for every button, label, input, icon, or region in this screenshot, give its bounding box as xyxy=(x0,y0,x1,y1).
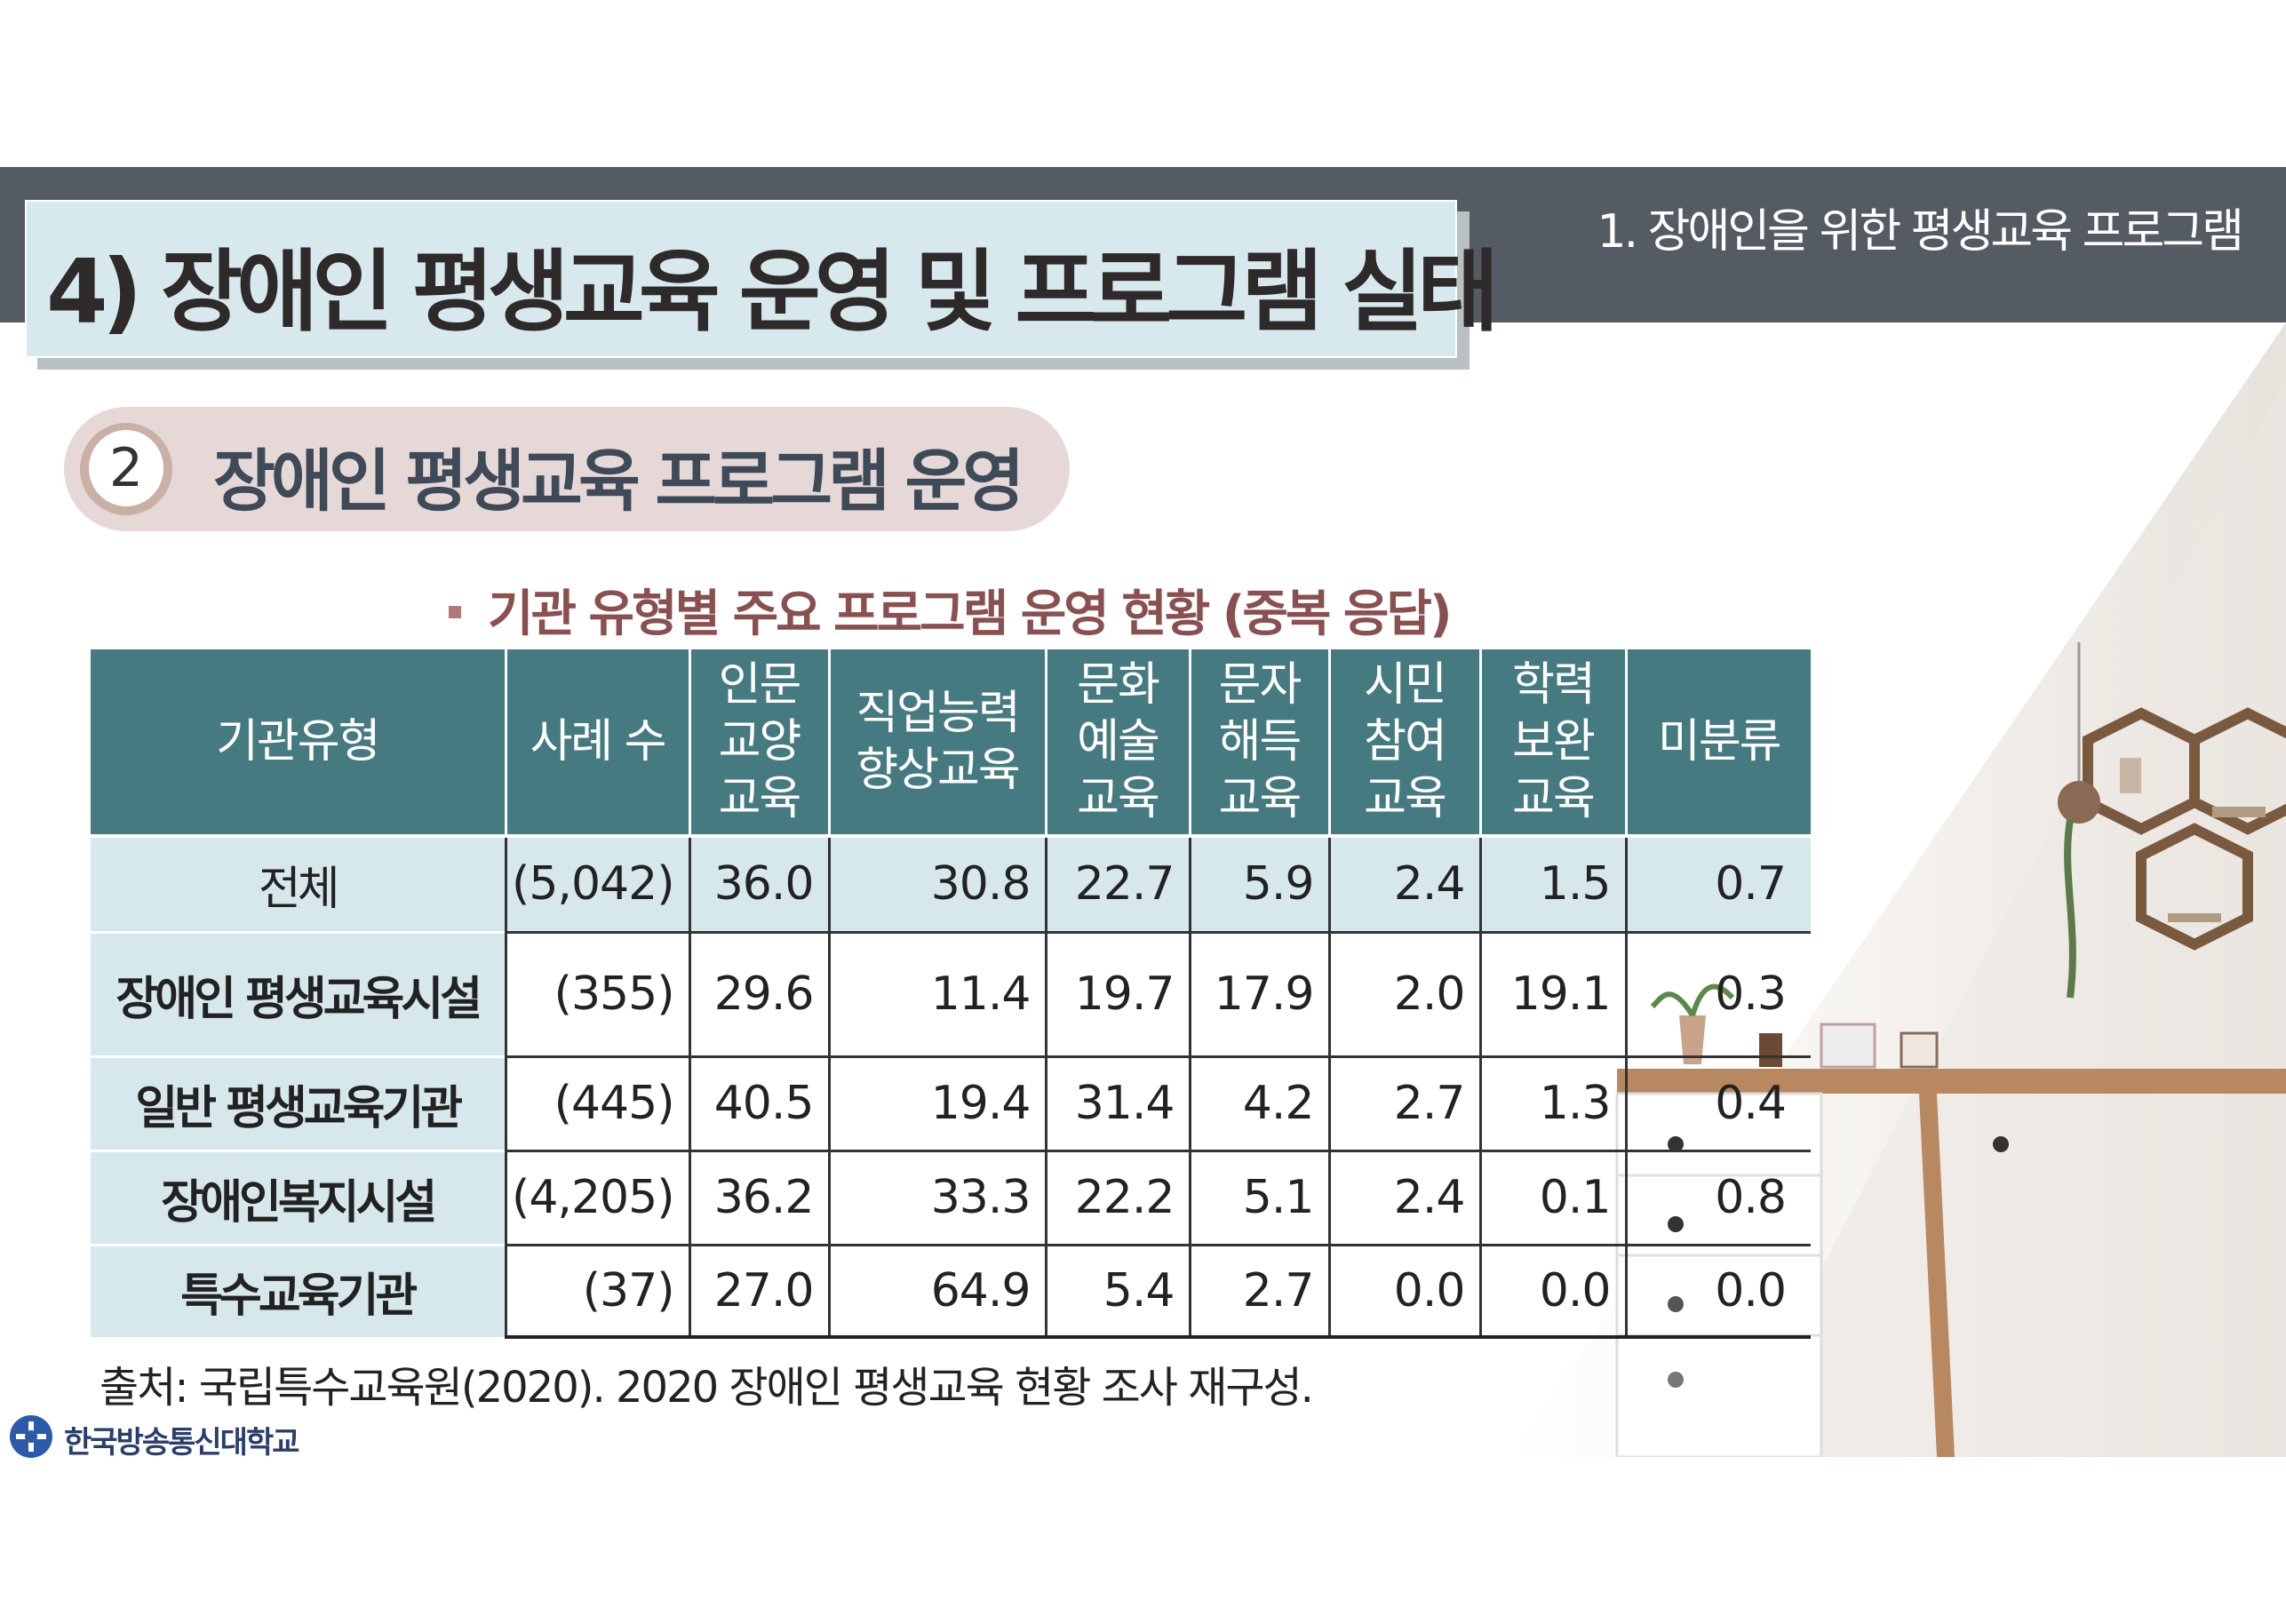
table-row: 장애인 평생교육시설 (355) 29.6 11.4 19.7 17.9 2.0… xyxy=(91,930,1811,1056)
col-header-line: 교양 xyxy=(718,715,802,768)
table-cell: 36.2 xyxy=(689,1149,831,1245)
table-cell: (37) xyxy=(506,1243,691,1339)
subheading-number: 2 xyxy=(89,430,163,506)
col-header-line: 직업능력 xyxy=(856,687,1020,740)
col-header-line: 교육 xyxy=(1364,772,1447,825)
table-cell: 30.8 xyxy=(829,834,1047,932)
col-header-line: 학력 xyxy=(1512,658,1596,712)
col-header-line: 미분류 xyxy=(1657,715,1782,768)
table-cell: (355) xyxy=(506,930,691,1056)
table-cell: 19.1 xyxy=(1480,930,1628,1056)
col-header: 학력 보완 교육 xyxy=(1480,649,1628,836)
col-header-line: 교육 xyxy=(1218,772,1302,825)
table-cell: (4,205) xyxy=(506,1149,691,1245)
col-header-line: 향상교육 xyxy=(856,744,1020,797)
table-cell: 11.4 xyxy=(829,930,1047,1056)
table-row: 일반 평생교육기관 (445) 40.5 19.4 31.4 4.2 2.7 1… xyxy=(91,1055,1811,1150)
table-cell: 4.2 xyxy=(1190,1055,1331,1150)
table-row: 특수교육기관 (37) 27.0 64.9 5.4 2.7 0.0 0.0 0.… xyxy=(91,1243,1811,1339)
col-header: 사례 수 xyxy=(506,649,691,836)
table-cell: 5.4 xyxy=(1046,1243,1191,1339)
col-header: 인문 교양 교육 xyxy=(689,649,831,836)
col-header-line: 문자 xyxy=(1218,658,1302,712)
table-cell: 64.9 xyxy=(829,1243,1047,1339)
table-cell: 33.3 xyxy=(829,1149,1047,1245)
section-label: 1. 장애인을 위한 평생교육 프로그램 xyxy=(1597,205,2244,259)
table-cell: 19.7 xyxy=(1046,930,1191,1056)
table-cell: 2.7 xyxy=(1190,1243,1331,1339)
bullet-icon xyxy=(449,605,461,618)
table-cell: (5,042) xyxy=(506,834,691,932)
row-header: 특수교육기관 xyxy=(91,1243,507,1337)
table-cell: 0.0 xyxy=(1480,1243,1628,1339)
col-header: 시민 참여 교육 xyxy=(1329,649,1482,836)
table-cell: 0.0 xyxy=(1626,1243,1811,1339)
table-row: 장애인복지시설 (4,205) 36.2 33.3 22.2 5.1 2.4 0… xyxy=(91,1149,1811,1245)
page-title: 4) 장애인 평생교육 운영 및 프로그램 실태 xyxy=(46,240,1499,344)
col-header: 문화 예술 교육 xyxy=(1046,649,1191,836)
table-cell: 0.8 xyxy=(1626,1149,1811,1245)
table-cell: 27.0 xyxy=(689,1243,831,1339)
col-header-line: 문화 xyxy=(1077,658,1160,712)
title-box: 4) 장애인 평생교육 운영 및 프로그램 실태 xyxy=(25,200,1499,358)
table-cell: 22.7 xyxy=(1046,834,1191,932)
table-cell: (445) xyxy=(506,1055,691,1150)
col-header: 직업능력 향상교육 xyxy=(829,649,1047,836)
table-cell: 19.4 xyxy=(829,1055,1047,1150)
university-logo-icon xyxy=(10,1415,52,1458)
col-header-line: 참여 xyxy=(1364,715,1447,768)
table-row: 전체 (5,042) 36.0 30.8 22.7 5.9 2.4 1.5 0.… xyxy=(91,834,1811,932)
subheading: 2 장애인 평생교육 프로그램 운영 xyxy=(64,407,1070,531)
col-header: 문자 해득 교육 xyxy=(1190,649,1331,836)
row-header: 장애인복지시설 xyxy=(91,1149,507,1245)
table-cell: 2.4 xyxy=(1329,1149,1482,1245)
table-cell: 36.0 xyxy=(689,834,831,932)
table-caption: 기관 유형별 주요 프로그램 운영 현황 (중복 응답) xyxy=(449,574,1453,646)
table-cell: 1.5 xyxy=(1480,834,1628,932)
subheading-text: 장애인 평생교육 프로그램 운영 xyxy=(213,442,1024,521)
table-cell: 2.4 xyxy=(1329,834,1482,932)
table-cell: 0.4 xyxy=(1626,1055,1811,1150)
table-cell: 5.1 xyxy=(1190,1149,1331,1245)
row-header: 장애인 평생교육시설 xyxy=(91,930,507,1056)
table-cell: 0.3 xyxy=(1626,930,1811,1056)
table-cell: 0.7 xyxy=(1626,834,1811,932)
table-cell: 40.5 xyxy=(689,1055,831,1150)
table-cell: 17.9 xyxy=(1190,930,1331,1056)
col-header-line: 교육 xyxy=(1077,772,1160,825)
program-table: 기관유형 사례 수 인문 교양 교육 직업능력 향상교육 문화 예술 교육 문자… xyxy=(91,649,1811,1339)
table-cell: 2.0 xyxy=(1329,930,1482,1056)
col-header-line: 인문 xyxy=(718,658,802,712)
col-header-line: 보완 xyxy=(1512,715,1596,768)
table-cell: 0.1 xyxy=(1480,1149,1628,1245)
row-header: 일반 평생교육기관 xyxy=(91,1055,507,1150)
col-header: 기관유형 xyxy=(91,649,507,836)
university-logo-text: 한국방송통신대학교 xyxy=(64,1425,300,1461)
subheading-number-badge: 2 xyxy=(80,423,172,515)
table-cell: 1.3 xyxy=(1480,1055,1628,1150)
table-cell: 29.6 xyxy=(689,930,831,1056)
table-caption-text: 기관 유형별 주요 프로그램 운영 현황 (중복 응답) xyxy=(488,585,1453,643)
col-header-line: 예술 xyxy=(1077,715,1160,768)
col-header-line: 기관유형 xyxy=(216,715,380,768)
table-header-row: 기관유형 사례 수 인문 교양 교육 직업능력 향상교육 문화 예술 교육 문자… xyxy=(91,649,1811,836)
row-header: 전체 xyxy=(91,834,507,932)
col-header-line: 해득 xyxy=(1218,715,1302,768)
col-header: 미분류 xyxy=(1626,649,1811,836)
table-cell: 5.9 xyxy=(1190,834,1331,932)
table-cell: 0.0 xyxy=(1329,1243,1482,1339)
table-cell: 22.2 xyxy=(1046,1149,1191,1245)
col-header-line: 교육 xyxy=(718,772,802,825)
col-header-line: 교육 xyxy=(1512,772,1596,825)
source-note: 출처: 국립특수교육원(2020). 2020 장애인 평생교육 현황 조사 재… xyxy=(100,1363,1314,1413)
table-cell: 31.4 xyxy=(1046,1055,1191,1150)
col-header-line: 시민 xyxy=(1364,658,1447,712)
table-cell: 2.7 xyxy=(1329,1055,1482,1150)
col-header-line: 사례 수 xyxy=(530,715,666,768)
